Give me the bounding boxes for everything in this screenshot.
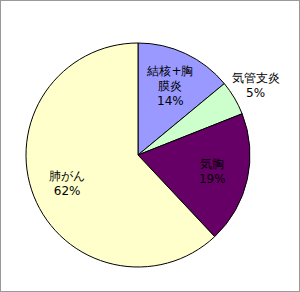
svg-text:気胸19%: 気胸19%	[199, 157, 226, 186]
svg-text:結核+胸膜炎14%: 結核+胸膜炎14%	[146, 64, 193, 108]
svg-text:肺がん62%: 肺がん62%	[49, 169, 85, 198]
svg-text:気管支炎5%: 気管支炎5%	[232, 71, 280, 100]
